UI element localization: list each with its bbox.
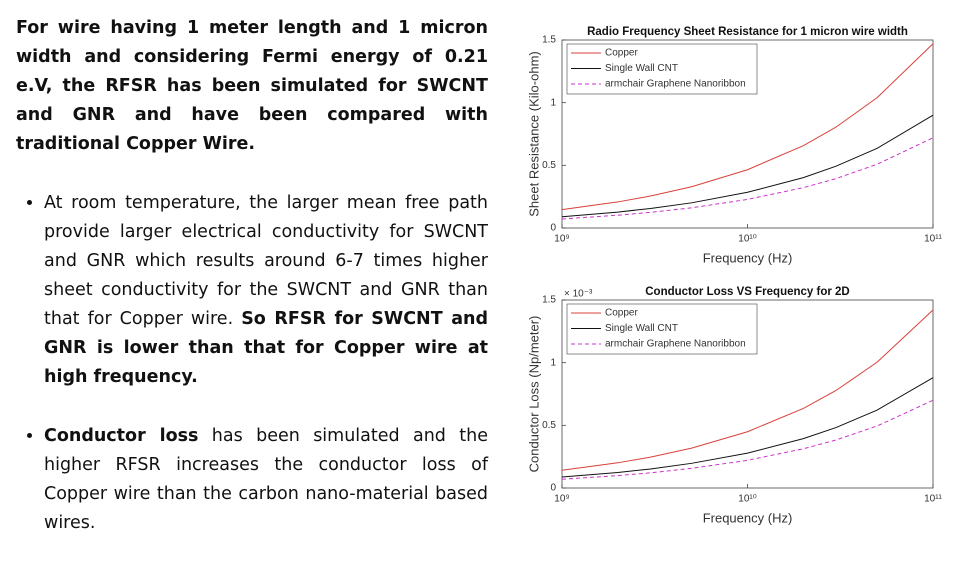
text-run: So RFSR for SWCNT and GNR is lower than …: [44, 309, 488, 387]
legend-box: [566, 43, 758, 95]
y-tick-label: 0.5: [542, 420, 556, 431]
text-run: Conductor loss: [44, 426, 199, 446]
x-tick-label: 10⁹: [554, 234, 569, 245]
y-tick-label: 1.5: [542, 295, 556, 306]
x-axis-label: Frequency (Hz): [703, 510, 793, 525]
x-tick-label: 10⁹: [554, 494, 569, 505]
chart: Conductor Loss VS Frequency for 2D Freque…: [526, 286, 942, 525]
y-tick-label: 0: [550, 223, 556, 234]
legend-label: armchair Graphene Nanoribbon: [605, 339, 746, 350]
text-run: has been simulated and the higher RFSR i…: [44, 426, 488, 533]
data-line: [561, 43, 934, 211]
y-axis-label: Sheet Resistance (Kilo-ohm): [526, 51, 541, 216]
chart-title: Conductor Loss VS Frequency for 2D: [645, 286, 849, 298]
x-tick-label: 10¹¹: [924, 494, 942, 505]
text-column: For wire having 1 meter length and 1 mic…: [16, 14, 488, 568]
legend-label: Copper: [605, 308, 638, 319]
x-tick-label: 10¹¹: [924, 234, 942, 245]
x-tick-label: 10¹⁰: [738, 234, 756, 245]
y-multiplier: × 10⁻³: [564, 289, 593, 300]
slide: For wire having 1 meter length and 1 mic…: [0, 0, 960, 540]
data-line: [561, 309, 934, 471]
intro-paragraph: For wire having 1 meter length and 1 mic…: [16, 18, 488, 154]
y-tick-label: 1.5: [542, 35, 556, 46]
x-axis-label: Frequency (Hz): [703, 250, 793, 265]
y-tick-label: 1: [550, 97, 556, 108]
legend-label: Copper: [605, 48, 638, 59]
bullet-list: At room temperature, the larger mean fre…: [16, 189, 488, 538]
legend-label: armchair Graphene Nanoribbon: [605, 79, 746, 90]
chart-title: Radio Frequency Sheet Resistance for 1 m…: [587, 26, 908, 38]
chart: Radio Frequency Sheet Resistance for 1 m…: [526, 26, 942, 265]
data-line: [561, 137, 934, 220]
y-tick-label: 0: [550, 483, 556, 494]
legend-label: Single Wall CNT: [605, 63, 678, 74]
text-run: At room temperature, the larger mean fre…: [44, 193, 488, 329]
y-tick-label: 1: [550, 357, 556, 368]
legend-label: Single Wall CNT: [605, 323, 678, 334]
y-tick-label: 0.5: [542, 160, 556, 171]
data-line: [561, 114, 934, 218]
data-line: [561, 399, 934, 480]
bullet: Conductor loss has been simulated and th…: [44, 422, 488, 538]
y-axis-label: Conductor Loss (Np/meter): [526, 316, 541, 473]
bullet: At room temperature, the larger mean fre…: [44, 189, 488, 392]
x-tick-label: 10¹⁰: [738, 494, 756, 505]
data-line: [561, 377, 934, 478]
